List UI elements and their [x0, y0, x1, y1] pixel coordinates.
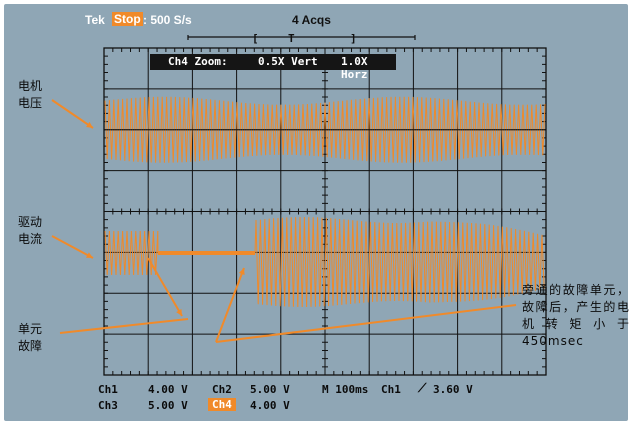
current-trace: [104, 216, 545, 308]
zoom-bracket-left: [: [252, 32, 259, 45]
annotation-pointer: [215, 304, 517, 343]
readout-ch1-label: Ch1: [98, 383, 118, 396]
readout-ch2-label: Ch2: [212, 383, 232, 396]
trigger-position-marker: T: [288, 32, 295, 45]
zoom-vert: 0.5X Vert: [258, 55, 318, 68]
fault-arrow-a-head: [176, 309, 182, 316]
zoom-bracket-right: ]: [350, 32, 357, 45]
readout-trigger-source: Ch1: [381, 383, 401, 396]
sample-rate: : 500 S/s: [143, 13, 192, 27]
drive-current-label: 驱动 电流: [18, 215, 43, 246]
unit-fault-pointer: [59, 318, 189, 334]
current-arrow-head: [86, 252, 93, 258]
readout-ch4-label: Ch4: [208, 398, 236, 411]
trigger-slope-icon: ⟋: [418, 381, 427, 395]
unit-fault-label: 单元 故障: [18, 322, 43, 353]
fault-arrow-b: [215, 267, 245, 343]
zoom-info-bar: Ch4 Zoom: 0.5X Vert 1.0X Horz: [150, 54, 396, 81]
readout-ch4-value: 4.00 V: [250, 399, 290, 412]
run-status-badge: Stop: [112, 12, 143, 26]
voltage-trace: [104, 96, 546, 163]
readout-ch1-value: 4.00 V: [148, 383, 188, 396]
fault-arrow-b-head: [238, 268, 245, 275]
readout-timebase: M 100ms: [322, 383, 369, 396]
readout-ch3-value: 5.00 V: [148, 399, 188, 412]
zoom-label: Ch4 Zoom:: [168, 55, 228, 68]
brand-label: Tek: [85, 13, 105, 27]
acquisition-count: 4 Acqs: [292, 13, 331, 27]
motor-voltage-label: 电机 电压: [18, 79, 43, 110]
voltage-arrow: [51, 99, 94, 129]
annotation-text: 旁通的故障单元，故障后，产生的电机转矩小于450msec: [522, 283, 630, 348]
readout-trigger-level: 3.60 V: [433, 383, 473, 396]
trigger-window-bracket: [187, 35, 416, 40]
readout-ch2-value: 5.00 V: [250, 383, 290, 396]
zoom-horz: 1.0X Horz: [341, 55, 368, 81]
fault-arrow-a: [147, 257, 183, 317]
voltage-arrow-head: [86, 121, 93, 128]
readout-ch3-label: Ch3: [98, 399, 118, 412]
current-arrow: [51, 235, 94, 259]
